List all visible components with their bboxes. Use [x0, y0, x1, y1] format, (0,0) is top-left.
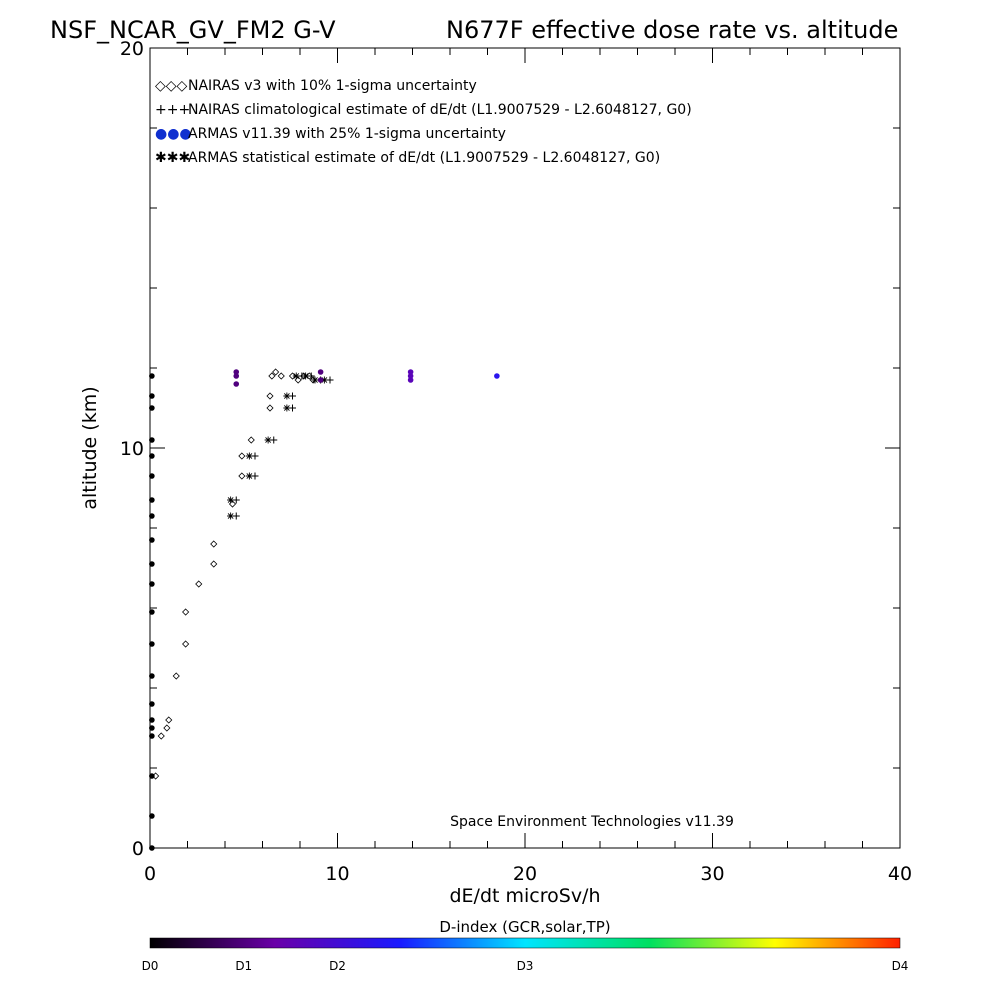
armas-point: [149, 733, 155, 739]
armas-point: [407, 369, 414, 375]
nairas-point: [165, 716, 173, 724]
armas-point: [149, 813, 155, 819]
y-axis-label: altitude (km): [79, 386, 101, 509]
armas-point: [149, 641, 155, 647]
legend: ◇◇◇ NAIRAS v3 with 10% 1-sigma uncertaint…: [155, 78, 692, 166]
data-series: [149, 368, 500, 851]
colorbar-labels: D0 D1 D2 D3 D4: [142, 959, 909, 973]
nairas-point: [210, 560, 218, 568]
armas-statistical-point: [311, 376, 319, 384]
colorbar-label: D4: [892, 959, 909, 973]
chart-title-right: N677F effective dose rate vs. altitude: [446, 16, 898, 44]
armas-point: [149, 473, 155, 479]
legend-label: NAIRAS v3 with 10% 1-sigma uncertainty: [188, 78, 477, 94]
armas-point: [149, 701, 155, 707]
armas-statistical-point: [245, 452, 253, 460]
armas-statistical-point: [245, 472, 253, 480]
armas-statistical-point: [264, 436, 272, 444]
colorbar: [149, 937, 901, 949]
nairas-point: [157, 732, 165, 740]
armas-statistical-point: [292, 372, 300, 380]
nairas-point: [210, 540, 218, 548]
armas-point: [149, 373, 155, 379]
nairas-point: [266, 404, 274, 412]
nairas-point: [247, 436, 255, 444]
nairas-point: [288, 372, 297, 380]
armas-point: [149, 845, 155, 851]
armas-statistical-point: [302, 372, 310, 380]
x-tick-label: 10: [325, 863, 349, 885]
legend-symbol: ●●●: [155, 126, 192, 142]
colorbar-label: D3: [517, 959, 534, 973]
colorbar-label: D2: [329, 959, 346, 973]
nairas-point: [238, 472, 246, 480]
armas-statistical-point: [320, 376, 328, 384]
armas-point: [149, 497, 155, 503]
armas-point: [149, 393, 155, 399]
armas-statistical-point: [227, 496, 235, 504]
armas-point: [149, 537, 155, 543]
armas-point: [149, 453, 155, 459]
legend-label: ARMAS v11.39 with 25% 1-sigma uncertaint…: [188, 126, 506, 142]
axis-tick-labels: 0 10 20 30 40 0 10 20: [120, 38, 912, 885]
armas-point: [149, 609, 155, 615]
armas-point: [149, 561, 155, 567]
nairas-point: [195, 580, 203, 588]
x-axis-label: dE/dt microSv/h: [449, 885, 600, 907]
plot-frame: [149, 47, 901, 849]
armas-statistical-point: [283, 404, 291, 412]
y-tick-label: 0: [132, 838, 144, 860]
legend-label: NAIRAS climatological estimate of dE/dt …: [188, 102, 692, 118]
x-tick-label: 40: [888, 863, 912, 885]
armas-point: [149, 405, 155, 411]
credit-text: Space Environment Technologies v11.39: [450, 814, 734, 830]
nairas-point: [172, 672, 180, 680]
armas-point: [233, 373, 240, 379]
armas-point: [149, 437, 155, 443]
nairas-point: [238, 452, 246, 460]
armas-point: [317, 377, 324, 383]
armas-point: [149, 725, 155, 731]
nairas-point: [182, 608, 190, 616]
legend-label: ARMAS statistical estimate of dE/dt (L1.…: [188, 150, 660, 166]
armas-point: [317, 369, 324, 375]
colorbar-label: D1: [235, 959, 252, 973]
legend-symbol: ◇◇◇: [155, 78, 188, 94]
nairas-point: [266, 392, 274, 400]
armas-point: [149, 513, 155, 519]
nairas-point: [182, 640, 190, 648]
axis-ticks: [149, 47, 901, 849]
y-tick-label: 10: [120, 438, 144, 460]
nairas-point: [277, 372, 285, 380]
x-tick-label: 20: [513, 863, 537, 885]
armas-point: [149, 773, 155, 779]
armas-point: [494, 373, 500, 379]
armas-point: [149, 673, 155, 679]
colorbar-label: D0: [142, 959, 159, 973]
legend-symbol: +++: [155, 102, 190, 118]
nairas-point: [163, 724, 171, 732]
armas-statistical-point: [283, 392, 291, 400]
armas-statistical-point: [227, 512, 235, 520]
legend-symbol: ✱✱✱: [155, 150, 190, 166]
colorbar-title: D-index (GCR,solar,TP): [439, 918, 610, 936]
armas-point: [149, 717, 155, 723]
armas-point: [233, 369, 240, 375]
armas-point: [407, 373, 414, 379]
y-tick-label: 20: [120, 38, 144, 60]
armas-point: [233, 381, 240, 387]
x-tick-label: 30: [700, 863, 724, 885]
armas-point: [149, 581, 155, 587]
nairas-point: [268, 372, 276, 380]
armas-point: [407, 377, 414, 383]
x-tick-label: 0: [144, 863, 156, 885]
chart-title-left: NSF_NCAR_GV_FM2 G-V: [50, 16, 336, 44]
nairas-point: [272, 368, 280, 376]
